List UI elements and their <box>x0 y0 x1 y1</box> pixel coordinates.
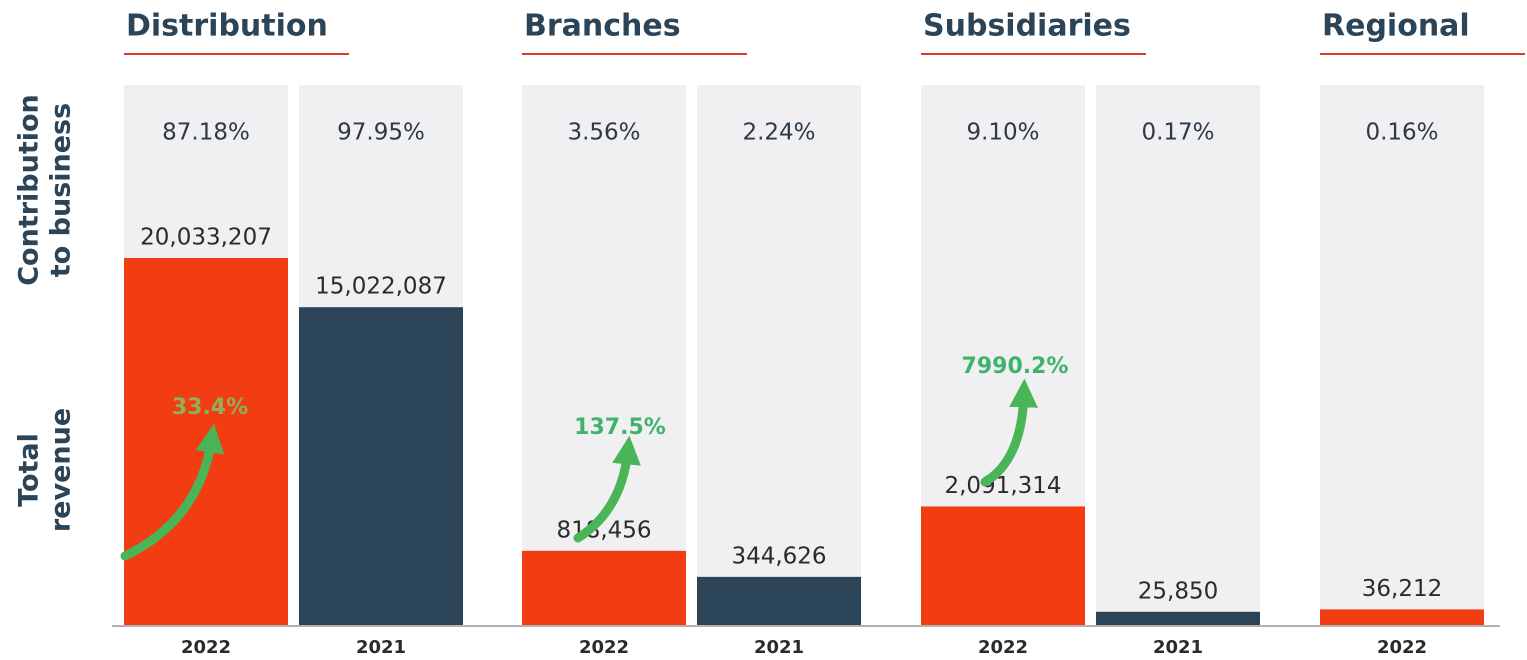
column-background <box>697 85 861 625</box>
row-label: to business <box>46 103 77 277</box>
row-label: revenue <box>46 408 77 532</box>
group-title: Branches <box>524 9 681 44</box>
row-label: Total <box>14 433 45 507</box>
growth-label: 33.4% <box>172 395 248 420</box>
contribution-label: 2.24% <box>742 120 815 146</box>
growth-label: 7990.2% <box>962 354 1069 379</box>
growth-arrow <box>120 423 225 561</box>
growth-label: 137.5% <box>574 415 666 440</box>
bar <box>697 576 861 625</box>
value-label: 2,091,314 <box>944 473 1061 499</box>
year-label: 2022 <box>1377 637 1427 658</box>
contribution-label: 9.10% <box>966 120 1039 146</box>
contribution-label: 0.16% <box>1365 120 1438 146</box>
group-title: Subsidiaries <box>923 9 1131 44</box>
group-title: Regional <box>1322 9 1470 44</box>
bar <box>1096 611 1260 625</box>
value-label: 15,022,087 <box>315 274 447 300</box>
year-label: 2022 <box>978 637 1028 658</box>
year-label: 2022 <box>579 637 629 658</box>
year-label: 2021 <box>1153 637 1203 658</box>
bar <box>1320 609 1484 625</box>
contribution-label: 87.18% <box>162 120 250 146</box>
bar <box>124 258 288 625</box>
growth-arrow <box>980 378 1038 487</box>
group-title: Distribution <box>126 9 328 44</box>
contribution-label: 0.17% <box>1141 120 1214 146</box>
column-background <box>1320 85 1484 625</box>
value-label: 25,850 <box>1138 578 1218 604</box>
growth-arrow <box>573 435 641 543</box>
year-label: 2021 <box>356 637 406 658</box>
bar <box>921 506 1085 625</box>
value-label: 344,626 <box>731 543 826 569</box>
bar <box>299 307 463 625</box>
column-background <box>522 85 686 625</box>
contribution-label: 97.95% <box>337 120 425 146</box>
bar <box>522 550 686 625</box>
column-background <box>1096 85 1260 625</box>
row-label: Contribution <box>14 94 45 286</box>
value-label: 36,212 <box>1362 576 1442 602</box>
year-label: 2021 <box>754 637 804 658</box>
value-label: 20,033,207 <box>140 225 272 251</box>
year-label: 2022 <box>181 637 231 658</box>
contribution-label: 3.56% <box>567 120 640 146</box>
